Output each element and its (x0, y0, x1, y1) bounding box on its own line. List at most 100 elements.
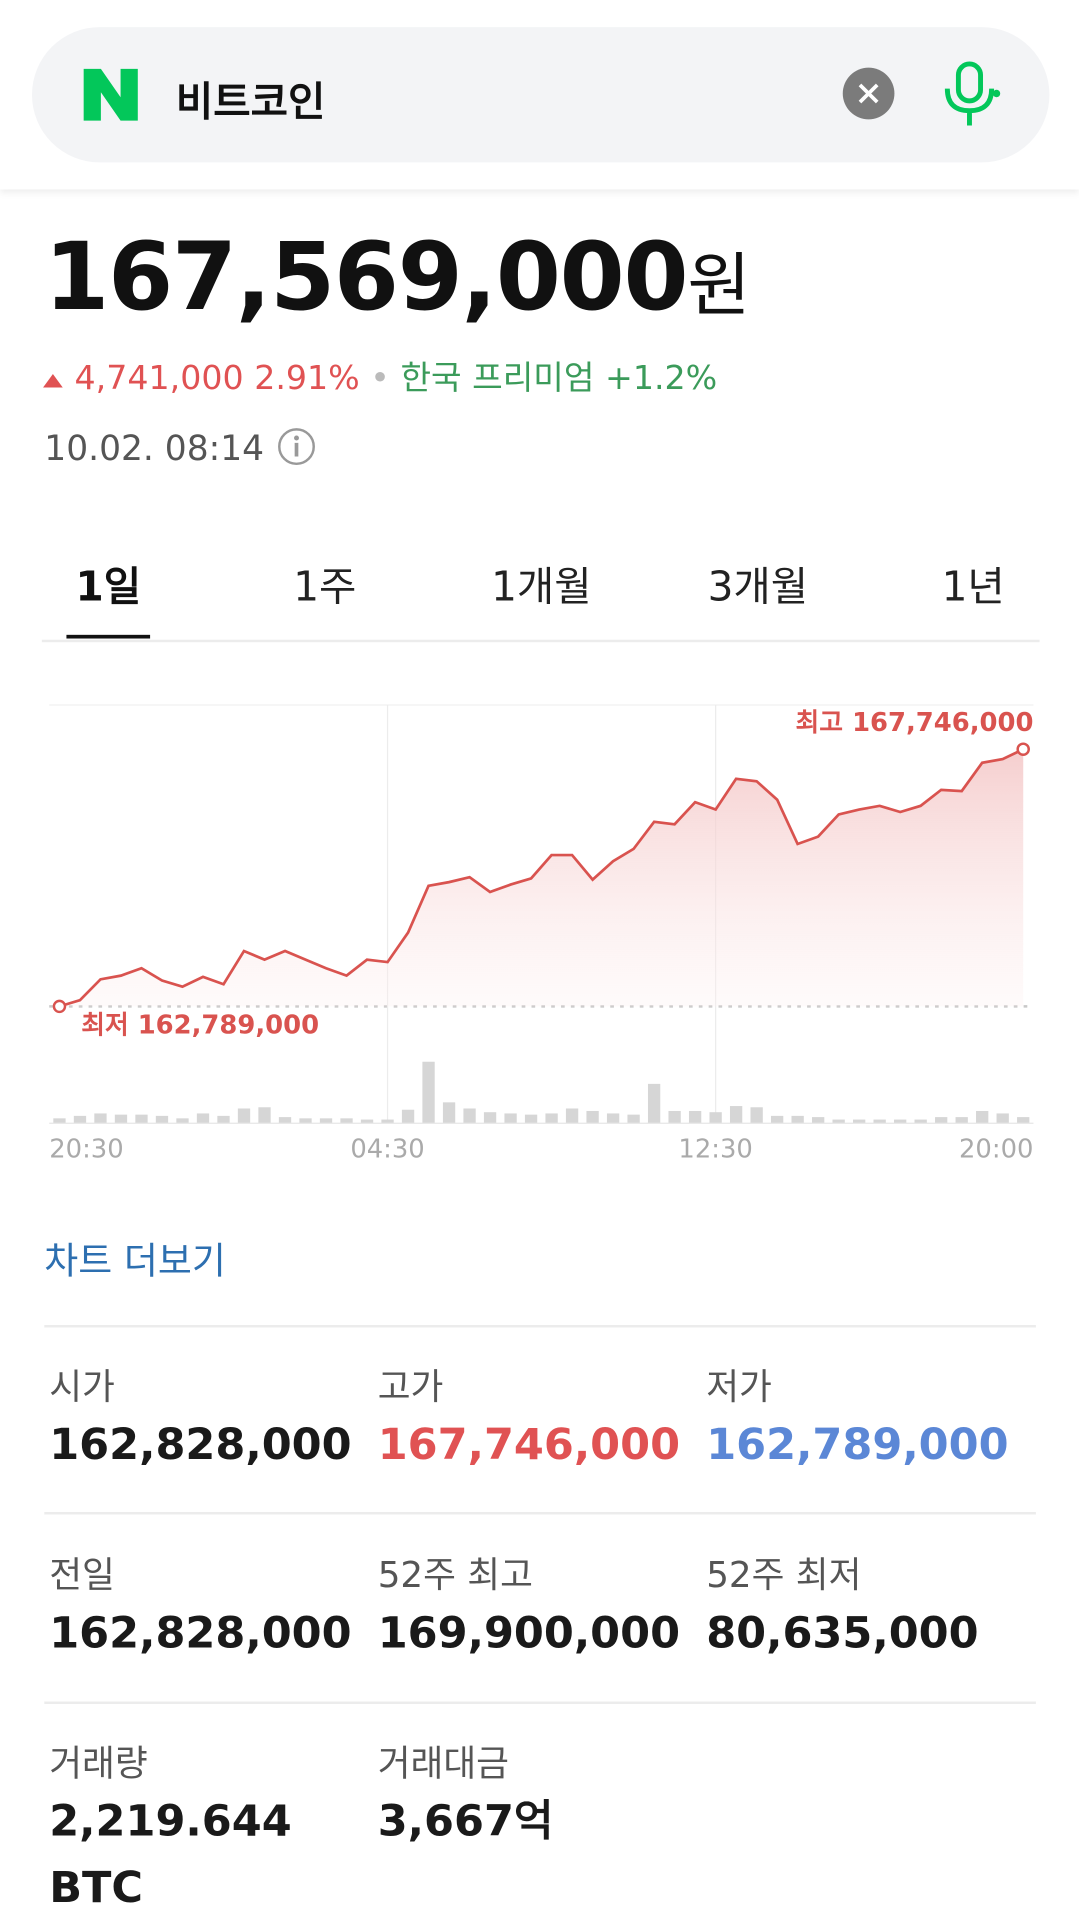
volume-bar (237, 1108, 251, 1124)
volume-bar (217, 1115, 230, 1124)
volume-bar (832, 1119, 845, 1124)
stat-label: 시가 (49, 1365, 115, 1408)
min-marker (52, 999, 67, 1014)
period-tab[interactable]: 1년 (941, 562, 1005, 611)
volume-bar (135, 1114, 148, 1124)
x-tick-label: 20:00 (959, 1135, 1033, 1165)
chart: 20:30 04:30 12:30 20:00 최고 167,746,000 최저 162… (49, 704, 1034, 1165)
volume-bar (299, 1118, 312, 1124)
volume-bar (955, 1117, 968, 1124)
volume-bar (914, 1119, 927, 1124)
volume-bar (278, 1117, 292, 1124)
volume-bar (688, 1110, 702, 1124)
price-value: 167,569,000 (44, 221, 688, 331)
volume-bar (483, 1112, 497, 1124)
period-tab[interactable]: 1일 (75, 562, 142, 611)
volume-bar (668, 1110, 681, 1124)
clear-button[interactable] (842, 66, 896, 120)
volume-bar (401, 1109, 415, 1124)
volume-bar (647, 1083, 661, 1124)
volume-bar (94, 1113, 107, 1124)
stat-label: 52주 최고 (377, 1553, 533, 1596)
volume-bar (114, 1114, 128, 1124)
stat-value: 162,828,000 (49, 1609, 352, 1659)
divider (44, 1512, 1036, 1515)
voice-button[interactable] (937, 59, 1001, 128)
volume-bar (729, 1106, 743, 1124)
period-tab[interactable]: 3개월 (707, 562, 809, 611)
x-tick-label: 20:30 (49, 1135, 123, 1165)
max-label: 최고 167,746,000 (796, 708, 1034, 738)
tab-indicator (66, 634, 151, 639)
period-tab[interactable]: 1주 (293, 562, 357, 611)
volume-bar (586, 1110, 599, 1124)
timestamp-row: 10.02. 08:14 (44, 426, 317, 472)
x-tick-label: 12:30 (678, 1135, 752, 1165)
premium-label: 한국 프리미엄 (400, 359, 595, 398)
volume-bar (53, 1118, 66, 1124)
volume-bar (504, 1113, 517, 1124)
stat-label: 거래량 (49, 1742, 148, 1784)
volume-bar (524, 1114, 538, 1124)
stat-value: 2,219.644 BTC (49, 1797, 292, 1914)
price: 167,569,000원 (44, 221, 750, 358)
volume-bar (606, 1113, 620, 1124)
stat-label: 52주 최저 (706, 1553, 862, 1596)
up-arrow (43, 374, 63, 388)
volume-bar (770, 1115, 784, 1124)
stat-value: 162,789,000 (706, 1420, 1009, 1471)
volume-bar (811, 1117, 825, 1124)
volume-bar (258, 1107, 271, 1124)
volume-bar (176, 1118, 189, 1124)
change-amount: 4,741,000 (74, 359, 244, 398)
volume-bar (545, 1113, 558, 1124)
tab-divider (41, 639, 1040, 643)
volume-bar (873, 1119, 886, 1124)
stat-label: 거래대금 (377, 1742, 510, 1784)
price-area (59, 749, 1024, 1007)
stat-label: 고가 (377, 1365, 444, 1408)
timestamp: 10.02. 08:14 (44, 428, 265, 469)
price-unit: 원 (687, 246, 751, 327)
volume-bar (319, 1118, 333, 1124)
volume-bar (422, 1061, 435, 1124)
volume-bar (73, 1115, 87, 1124)
change-row: 4,741,000 2.91% • 한국 프리미엄 +1.2% (42, 357, 717, 401)
premium-value: +1.2% (604, 359, 718, 398)
volume-bar (853, 1119, 866, 1124)
volume-bar (894, 1119, 907, 1124)
volume-bar (340, 1118, 353, 1124)
search-query[interactable]: 비트코인 (175, 77, 326, 126)
price-line (59, 748, 1024, 1008)
stat-label: 저가 (706, 1365, 772, 1408)
change-percent: 2.91% (254, 359, 360, 398)
stat-value: 80,635,000 (706, 1609, 979, 1659)
divider (44, 1325, 1036, 1328)
period-tab[interactable]: 1개월 (491, 562, 592, 611)
stat-value: 167,746,000 (377, 1420, 681, 1471)
min-label: 최저 162,789,000 (81, 1010, 319, 1040)
volume-bar (996, 1113, 1009, 1124)
volume-bar (442, 1102, 456, 1124)
header: 비트코인 (0, 0, 1079, 190)
naver-logo[interactable] (81, 66, 143, 123)
volume-bar (791, 1115, 804, 1124)
volume-bar (1017, 1117, 1030, 1124)
stat-value: 169,900,000 (377, 1609, 681, 1659)
volume-bar (935, 1117, 948, 1124)
stat-value: 162,828,000 (49, 1420, 352, 1471)
volume-bar (196, 1113, 210, 1124)
volume-bar (627, 1114, 640, 1124)
x-tick-label: 04:30 (350, 1135, 424, 1165)
volume-bar (381, 1119, 394, 1124)
info-icon[interactable] (275, 426, 317, 468)
max-marker (1016, 742, 1030, 756)
volume-bar (565, 1108, 579, 1124)
volume-bar (360, 1119, 374, 1124)
volume-bar (976, 1110, 989, 1124)
divider (44, 1701, 1036, 1704)
stat-label: 전일 (49, 1553, 115, 1596)
more-chart-link[interactable]: 차트 더보기 (44, 1240, 226, 1284)
